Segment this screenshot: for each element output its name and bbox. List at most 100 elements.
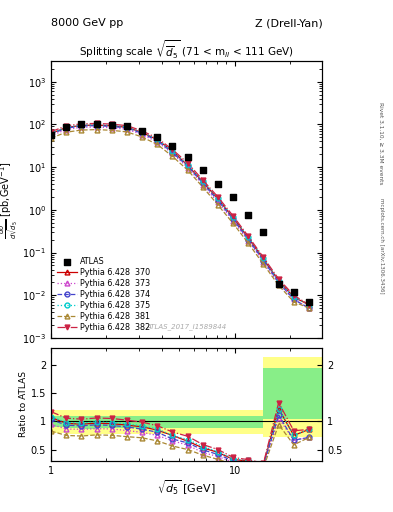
Pythia 6.428  370 — [200, 179, 205, 185]
Pythia 6.428  375 — [231, 214, 235, 220]
Pythia 6.428  373 — [109, 124, 114, 131]
ATLAS — [78, 120, 84, 129]
Pythia 6.428  374 — [246, 237, 251, 243]
Text: ATLAS_2017_I1589844: ATLAS_2017_I1589844 — [147, 323, 227, 330]
Pythia 6.428  375 — [276, 278, 281, 284]
Pythia 6.428  382 — [292, 292, 296, 298]
Pythia 6.428  373 — [64, 126, 69, 133]
Pythia 6.428  375 — [170, 148, 175, 154]
Pythia 6.428  374 — [49, 131, 53, 137]
Pythia 6.428  374 — [125, 125, 129, 131]
Pythia 6.428  373 — [94, 124, 99, 130]
Pythia 6.428  374 — [109, 123, 114, 130]
Pythia 6.428  381 — [94, 126, 99, 133]
Pythia 6.428  370 — [140, 130, 144, 136]
Pythia 6.428  370 — [170, 148, 175, 154]
Pythia 6.428  382 — [246, 233, 251, 240]
ATLAS — [245, 211, 252, 219]
ATLAS — [291, 288, 297, 296]
Pythia 6.428  381 — [231, 220, 235, 226]
Line: Pythia 6.428  381: Pythia 6.428 381 — [49, 127, 311, 310]
Pythia 6.428  382 — [125, 122, 129, 129]
Pythia 6.428  381 — [140, 134, 144, 140]
Pythia 6.428  370 — [94, 122, 99, 128]
Pythia 6.428  373 — [261, 259, 266, 265]
Pythia 6.428  373 — [125, 126, 129, 133]
Pythia 6.428  382 — [79, 121, 84, 127]
Text: mcplots.cern.ch [arXiv:1306.3436]: mcplots.cern.ch [arXiv:1306.3436] — [379, 198, 384, 293]
Pythia 6.428  370 — [216, 196, 220, 202]
Pythia 6.428  381 — [49, 135, 53, 141]
Pythia 6.428  382 — [307, 302, 311, 308]
Pythia 6.428  381 — [261, 261, 266, 267]
Pythia 6.428  370 — [185, 162, 190, 168]
Pythia 6.428  370 — [79, 122, 84, 129]
Pythia 6.428  382 — [200, 177, 205, 183]
Pythia 6.428  375 — [109, 122, 114, 129]
Pythia 6.428  382 — [94, 120, 99, 126]
Pythia 6.428  375 — [125, 124, 129, 130]
Pythia 6.428  375 — [155, 136, 160, 142]
Pythia 6.428  381 — [79, 127, 84, 133]
Pythia 6.428  374 — [155, 138, 160, 144]
Pythia 6.428  373 — [276, 280, 281, 286]
Pythia 6.428  373 — [200, 182, 205, 188]
Pythia 6.428  373 — [49, 133, 53, 139]
Pythia 6.428  382 — [170, 146, 175, 153]
Pythia 6.428  374 — [216, 198, 220, 204]
Line: Pythia 6.428  375: Pythia 6.428 375 — [49, 122, 311, 307]
Pythia 6.428  374 — [292, 296, 296, 303]
Pythia 6.428  374 — [307, 305, 311, 311]
ATLAS — [230, 193, 236, 201]
Pythia 6.428  382 — [185, 160, 190, 166]
Pythia 6.428  375 — [200, 178, 205, 184]
Pythia 6.428  374 — [79, 123, 84, 129]
Pythia 6.428  370 — [276, 278, 281, 284]
Pythia 6.428  381 — [246, 240, 251, 246]
Pythia 6.428  382 — [276, 276, 281, 282]
Line: Pythia 6.428  374: Pythia 6.428 374 — [49, 123, 311, 310]
Pythia 6.428  382 — [140, 128, 144, 134]
ATLAS — [124, 122, 130, 130]
Pythia 6.428  381 — [109, 127, 114, 134]
Pythia 6.428  373 — [79, 124, 84, 131]
Pythia 6.428  375 — [185, 161, 190, 167]
Pythia 6.428  382 — [64, 123, 69, 129]
Pythia 6.428  382 — [155, 135, 160, 141]
Pythia 6.428  373 — [155, 139, 160, 145]
Pythia 6.428  374 — [261, 258, 266, 264]
Line: Pythia 6.428  382: Pythia 6.428 382 — [49, 121, 311, 307]
Pythia 6.428  374 — [170, 150, 175, 156]
ATLAS — [185, 153, 191, 161]
Pythia 6.428  381 — [200, 184, 205, 190]
Pythia 6.428  375 — [64, 124, 69, 131]
Pythia 6.428  382 — [231, 213, 235, 219]
Pythia 6.428  375 — [79, 122, 84, 128]
Pythia 6.428  370 — [155, 137, 160, 143]
Pythia 6.428  382 — [49, 129, 53, 135]
Pythia 6.428  370 — [49, 130, 53, 136]
Pythia 6.428  374 — [94, 122, 99, 129]
Pythia 6.428  370 — [64, 124, 69, 131]
ATLAS — [108, 121, 115, 129]
Pythia 6.428  375 — [261, 255, 266, 262]
ATLAS — [215, 180, 221, 188]
Pythia 6.428  381 — [64, 129, 69, 135]
Pythia 6.428  381 — [125, 129, 129, 135]
ATLAS — [306, 298, 312, 306]
Y-axis label: Ratio to ATLAS: Ratio to ATLAS — [19, 372, 28, 437]
Pythia 6.428  374 — [140, 130, 144, 136]
ATLAS — [260, 228, 266, 236]
Legend: ATLAS, Pythia 6.428  370, Pythia 6.428  373, Pythia 6.428  374, Pythia 6.428  37: ATLAS, Pythia 6.428 370, Pythia 6.428 37… — [55, 255, 152, 334]
Pythia 6.428  375 — [216, 196, 220, 202]
Pythia 6.428  381 — [155, 141, 160, 147]
Pythia 6.428  374 — [231, 216, 235, 222]
Pythia 6.428  382 — [216, 194, 220, 200]
Line: Pythia 6.428  370: Pythia 6.428 370 — [49, 123, 311, 307]
Pythia 6.428  382 — [109, 121, 114, 127]
ATLAS — [275, 280, 282, 288]
ATLAS — [48, 131, 54, 139]
ATLAS — [169, 141, 176, 150]
Pythia 6.428  373 — [140, 132, 144, 138]
Pythia 6.428  373 — [231, 218, 235, 224]
